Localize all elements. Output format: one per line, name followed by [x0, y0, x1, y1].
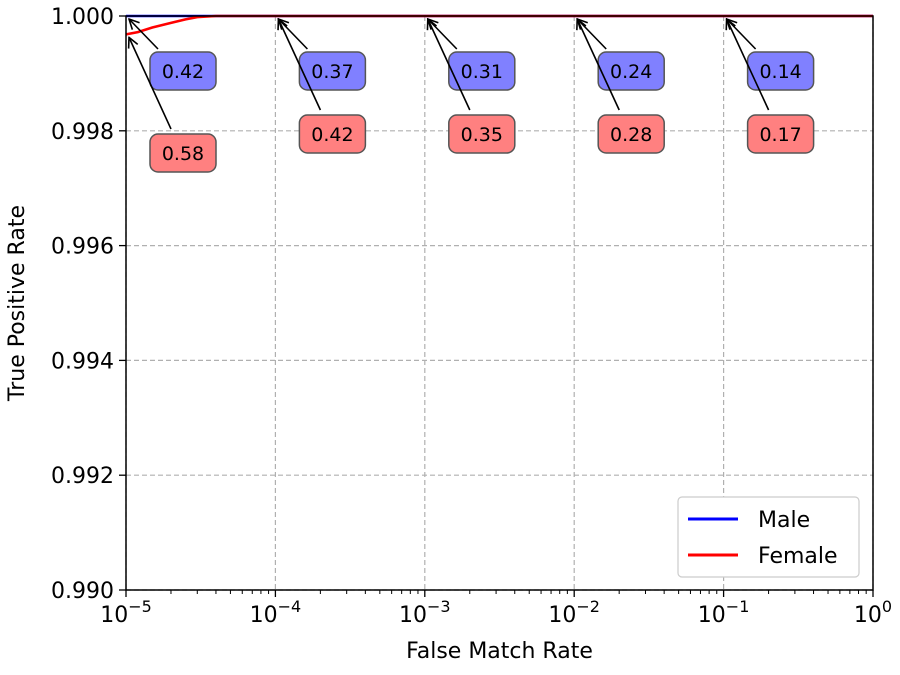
annotation-label: 0.35: [461, 124, 503, 146]
x-tick-exponent: −4: [278, 597, 302, 616]
annotation-box: [597, 114, 665, 154]
x-tick-label: 10−1: [698, 597, 750, 628]
y-tick-label: 0.992: [51, 464, 114, 489]
annotation-arrow: [278, 19, 322, 111]
series-line-female: [125, 14, 873, 36]
x-axis-label: False Match Rate: [406, 639, 593, 664]
annotation-label: 0.28: [610, 124, 652, 146]
y-tick-label: 0.996: [51, 235, 114, 260]
annotation-label: 0.14: [759, 61, 801, 83]
series-lines: [125, 14, 873, 36]
x-tick-base: 10: [548, 603, 576, 628]
annotation-arrow: [577, 19, 620, 111]
y-tick-label: 0.994: [51, 349, 114, 374]
annotation-box: [149, 133, 217, 173]
legend-label-female: Female: [758, 544, 838, 569]
annotations: 0.42 0.37 0.31 0.24 0.14 0.58 0.42 0.35 0.28 0.17: [129, 19, 815, 173]
x-tick-exponent: −3: [427, 597, 451, 616]
y-tick-label: 1.000: [51, 5, 114, 30]
annotation-box: [597, 51, 665, 91]
x-tick-label: 10−4: [250, 597, 302, 628]
legend-label-male: Male: [758, 508, 810, 533]
y-tick-label: 0.998: [51, 120, 114, 145]
annotation-box: [298, 114, 367, 154]
legend-frame: [677, 496, 860, 578]
legend: Male Female: [677, 496, 860, 578]
x-tick-label: 10−2: [548, 597, 600, 628]
x-tick-label: 100: [854, 597, 892, 628]
x-tick-exponent: −5: [128, 597, 152, 616]
x-tick-label: 10−5: [100, 597, 152, 628]
plot-frame: [125, 15, 874, 591]
x-tick-exponent: −2: [576, 597, 600, 616]
annotation-arrow: [129, 37, 172, 130]
y-tick-label: 0.990: [51, 579, 114, 604]
annotation-box: [746, 114, 815, 154]
x-tick-base: 10: [854, 603, 882, 628]
annotation-arrow: [727, 19, 757, 50]
x-tick-exponent: 0: [882, 597, 892, 616]
x-tick-base: 10: [698, 603, 726, 628]
y-axis-label: True Positive Rate: [5, 205, 30, 402]
annotation-arrow: [278, 19, 308, 50]
annotation-arrow: [129, 19, 159, 50]
annotation-box: [298, 51, 367, 91]
annotation-arrow: [428, 19, 458, 50]
annotation-arrow: [727, 19, 770, 111]
annotation-label: 0.58: [162, 143, 204, 165]
annotation-label: 0.42: [162, 61, 204, 83]
x-tick-base: 10: [250, 603, 278, 628]
x-tick-base: 10: [399, 603, 427, 628]
annotation-box: [448, 51, 516, 91]
annotation-arrow: [428, 19, 471, 111]
annotation-arrow: [577, 19, 607, 50]
annotation-box: [448, 114, 516, 154]
annotation-box: [746, 51, 815, 91]
x-tick-exponent: −1: [726, 597, 750, 616]
x-tick-base: 10: [100, 603, 128, 628]
annotation-label: 0.31: [461, 61, 503, 83]
axis-ticks: 10−5 10−4 10−3 10−2 10−1 1000.9900.9920.9940.…: [51, 5, 892, 628]
annotation-label: 0.42: [311, 124, 353, 146]
x-tick-label: 10−3: [399, 597, 451, 628]
annotation-box: [149, 51, 217, 91]
annotation-label: 0.37: [311, 61, 353, 83]
annotation-label: 0.24: [610, 61, 652, 83]
annotation-label: 0.17: [759, 124, 801, 146]
